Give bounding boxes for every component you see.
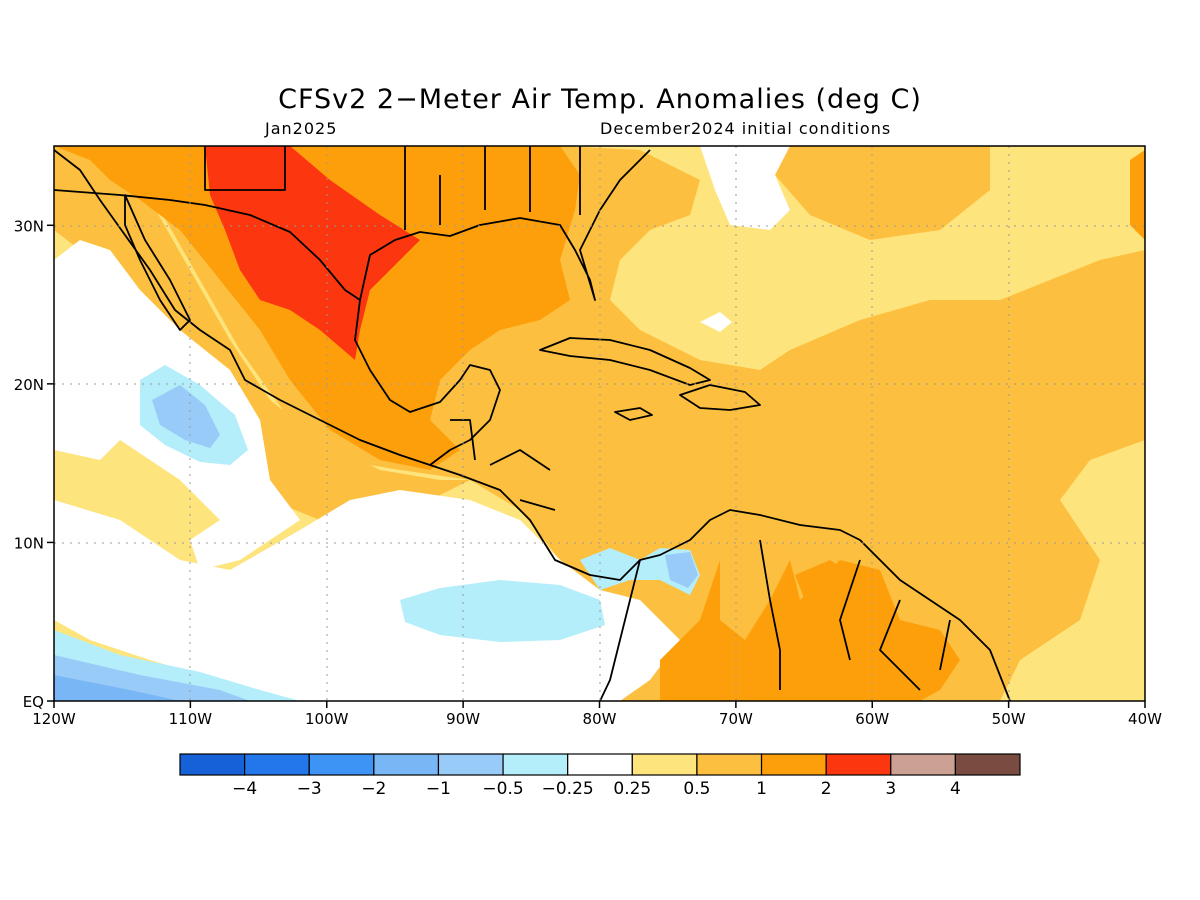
colorbar-label: −0.25 [542,779,594,799]
colorbar-swatch [502,753,569,776]
zone-light-yellow-atlantic [560,146,1145,370]
colorbar-swatch [437,753,504,776]
zone-blue-panama [665,552,698,588]
coastlines [54,146,1011,701]
subtitle-init: December2024 initial conditions [600,119,892,138]
colorbar-label: 3 [885,779,896,799]
colorbar-label: 0.25 [613,779,651,799]
zone-orange-east-edge [1130,150,1145,240]
colorbar-swatch [179,753,246,776]
coast-gulf-mexico [354,299,501,466]
colorbar-label: −2 [361,779,386,799]
coast-baja [124,194,191,331]
colorbar-swatch [373,753,440,776]
border-us-states [204,146,581,230]
lat-axis: EQ 10N 20N 30N [14,217,54,711]
lon-tick-label: 110W [169,710,213,728]
border-guianas [759,539,951,691]
lon-tick-label: 60W [855,710,889,728]
colorbar-label: 2 [821,779,832,799]
coast-north-america [54,149,1011,701]
coast-gulf [359,149,651,301]
zone-yellow-west [54,146,470,520]
border-us-mexico [54,189,361,301]
colorbar-label: 0.5 [683,779,710,799]
colorbar-swatch [631,753,698,776]
lon-axis: 120W 110W 100W 90W 80W 70W 60W 50W 40W [32,701,1162,728]
colorbar-swatch [244,753,310,776]
lat-tick-label: EQ [23,693,44,711]
colorbar-label: −4 [232,779,257,799]
zone-white-spot [700,312,732,332]
zone-light-yellow-east [1000,440,1145,701]
colorbar-swatch [954,753,1021,776]
zone-orange-sa-spot [795,560,860,612]
zone-white-atlantic [700,146,790,230]
colorbar-label: 1 [756,779,767,799]
map-field [54,146,1145,701]
lon-tick-label: 100W [305,710,349,728]
coast-cuba [539,337,711,386]
colorbar-swatch [760,753,827,776]
zone-blue-west [152,385,220,448]
chart-title: CFSv2 2−Meter Air Temp. Anomalies (deg C… [278,84,922,115]
lat-tick-label: 10N [14,534,44,552]
zone-blue-sw-deep [54,675,180,701]
zone-white-pacific-south [54,490,680,701]
lon-tick-label: 70W [719,710,753,728]
lon-tick-label: 50W [992,710,1026,728]
colorbar-label: −1 [426,779,451,799]
colorbar-swatch [696,753,763,776]
coast-jamaica [614,407,653,421]
lon-tick-label: 120W [32,710,76,728]
coast-south-america [599,559,641,701]
lon-tick-label: 90W [446,710,480,728]
colorbar-swatch [825,753,892,776]
lat-tick-label: 20N [14,376,44,394]
colorbar-swatch [890,753,956,776]
colorbar-label: −3 [297,779,322,799]
gridlines [54,146,1145,701]
border-central-america [450,419,556,511]
lon-tick-label: 80W [583,710,617,728]
zone-lightblue-central [400,580,605,642]
subtitle-month: Jan2025 [265,119,338,138]
colorbar-label: 4 [950,779,961,799]
colorbar: −4 −3 −2 −1 −0.5 −0.25 0.25 0.5 1 2 3 4 [179,753,1021,799]
colorbar-swatch [567,753,633,776]
lat-tick-label: 30N [14,217,44,235]
coast-hispaniola [679,384,761,411]
colorbar-label: −0.5 [482,779,523,799]
colorbar-swatch [308,753,375,776]
zone-yellow-sa [720,540,790,640]
lon-tick-label: 40W [1128,710,1162,728]
